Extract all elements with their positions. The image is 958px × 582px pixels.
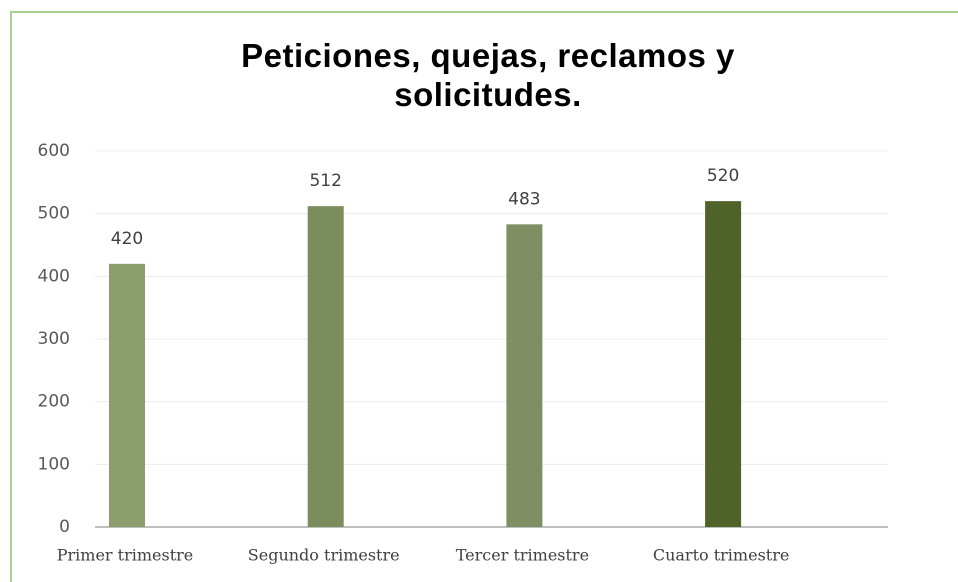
y-tick-label: 200 — [38, 392, 70, 412]
y-tick-label: 600 — [38, 141, 70, 161]
data-label: 420 — [111, 229, 143, 249]
bar — [307, 206, 344, 527]
y-tick-label: 500 — [38, 204, 70, 224]
data-label: 483 — [508, 189, 540, 209]
y-tick-label: 0 — [59, 517, 70, 537]
y-tick-label: 300 — [38, 329, 70, 349]
x-tick-label: Tercer trimestre — [456, 546, 589, 565]
bar — [109, 263, 145, 527]
bar — [705, 201, 742, 527]
y-tick-label: 100 — [38, 454, 70, 474]
x-tick-label: Cuarto trimestre — [653, 546, 789, 565]
chart-frame — [10, 11, 958, 582]
x-tick-label: Primer trimestre — [57, 546, 194, 565]
data-label: 512 — [309, 171, 341, 191]
data-label: 520 — [707, 166, 739, 186]
chart-title: Peticiones, quejas, reclamos y solicitud… — [241, 37, 735, 113]
bar — [506, 224, 543, 527]
x-tick-label: Segundo trimestre — [248, 546, 400, 565]
y-tick-label: 400 — [38, 266, 70, 286]
